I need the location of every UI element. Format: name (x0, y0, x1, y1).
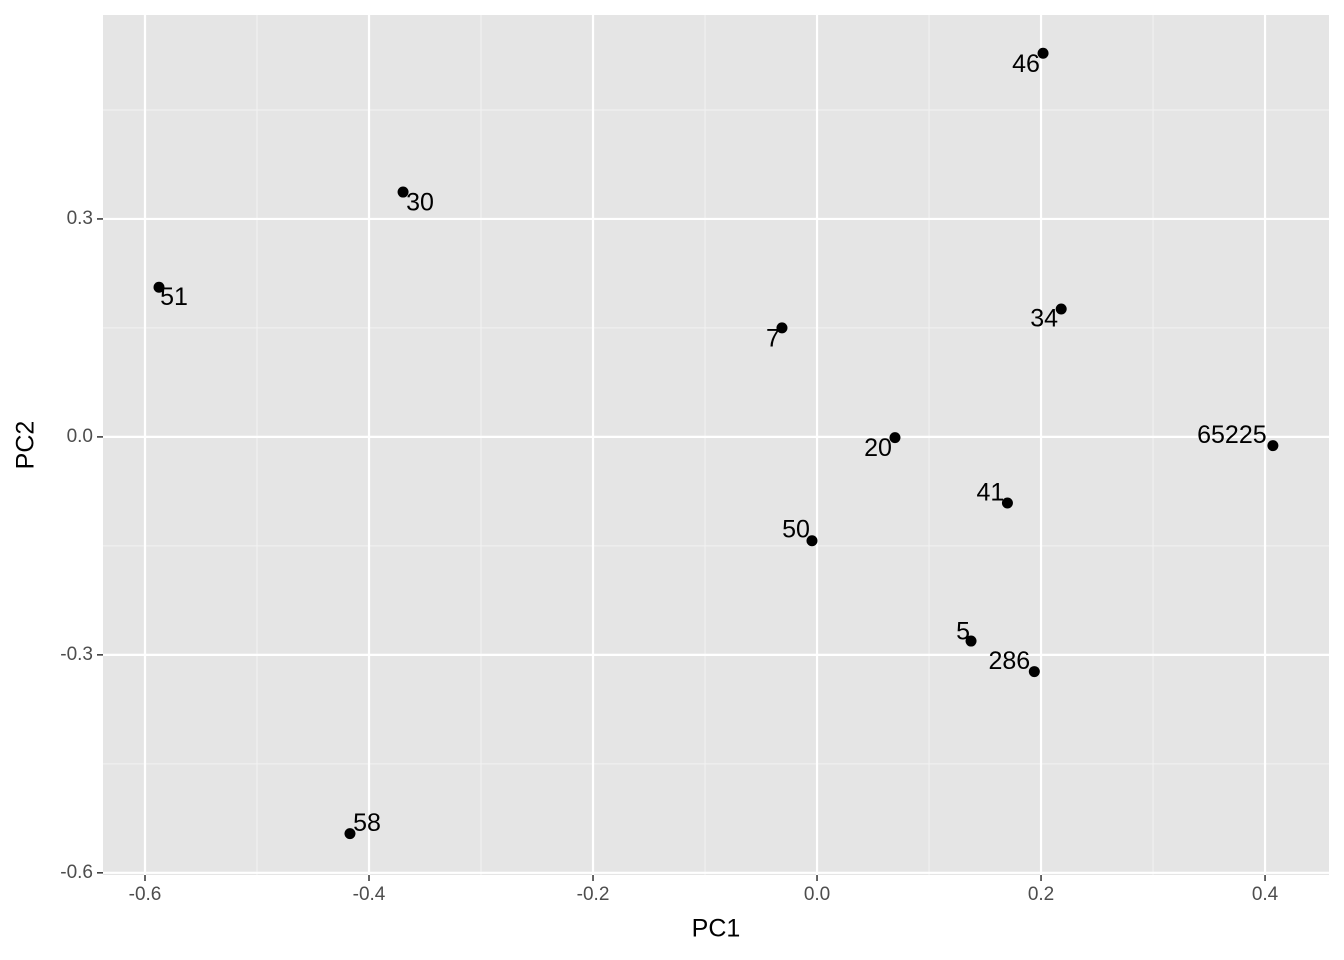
point (889, 432, 901, 444)
point-label: 20 (864, 434, 892, 462)
x-tick-label: 0.2 (1028, 884, 1054, 905)
point (1037, 47, 1049, 59)
point (776, 322, 788, 334)
point (1055, 303, 1067, 315)
point-label: 34 (1030, 305, 1058, 333)
point (965, 635, 977, 647)
point (1267, 440, 1279, 452)
point (153, 281, 165, 293)
grid (103, 15, 1329, 875)
point-label: 65225 (1197, 421, 1267, 449)
y-tick-label: 0.0 (67, 426, 93, 447)
y-tick-label: -0.6 (60, 862, 93, 883)
point-label: 5 (956, 618, 970, 646)
point-label: 50 (782, 515, 810, 543)
point-label: 51 (160, 283, 188, 311)
point (1001, 497, 1013, 509)
point-label: 46 (1012, 50, 1040, 78)
x-tick-label: 0.0 (804, 884, 830, 905)
point-label: 41 (977, 479, 1005, 507)
x-axis-title: PC1 (692, 915, 741, 943)
x-tick-label: 0.4 (1252, 884, 1279, 905)
x-tick-label: -0.6 (129, 884, 162, 905)
point (397, 186, 409, 198)
x-tick-label: -0.4 (353, 884, 386, 905)
point-label: 30 (406, 189, 434, 217)
x-tick-label: -0.2 (577, 884, 610, 905)
point-label: 7 (766, 325, 780, 353)
point-label: 58 (353, 809, 381, 837)
marks: 46 30 51 7 34 65225 20 41 50 5 286 58 (153, 47, 1279, 840)
point (806, 535, 818, 547)
point (1028, 666, 1040, 678)
panel (103, 15, 1329, 875)
y-tick-label: -0.3 (60, 644, 93, 665)
point-label: 286 (988, 647, 1030, 675)
y-tick-label: 0.3 (67, 208, 93, 229)
point (344, 828, 356, 840)
y-axis-title: PC2 (12, 421, 40, 470)
